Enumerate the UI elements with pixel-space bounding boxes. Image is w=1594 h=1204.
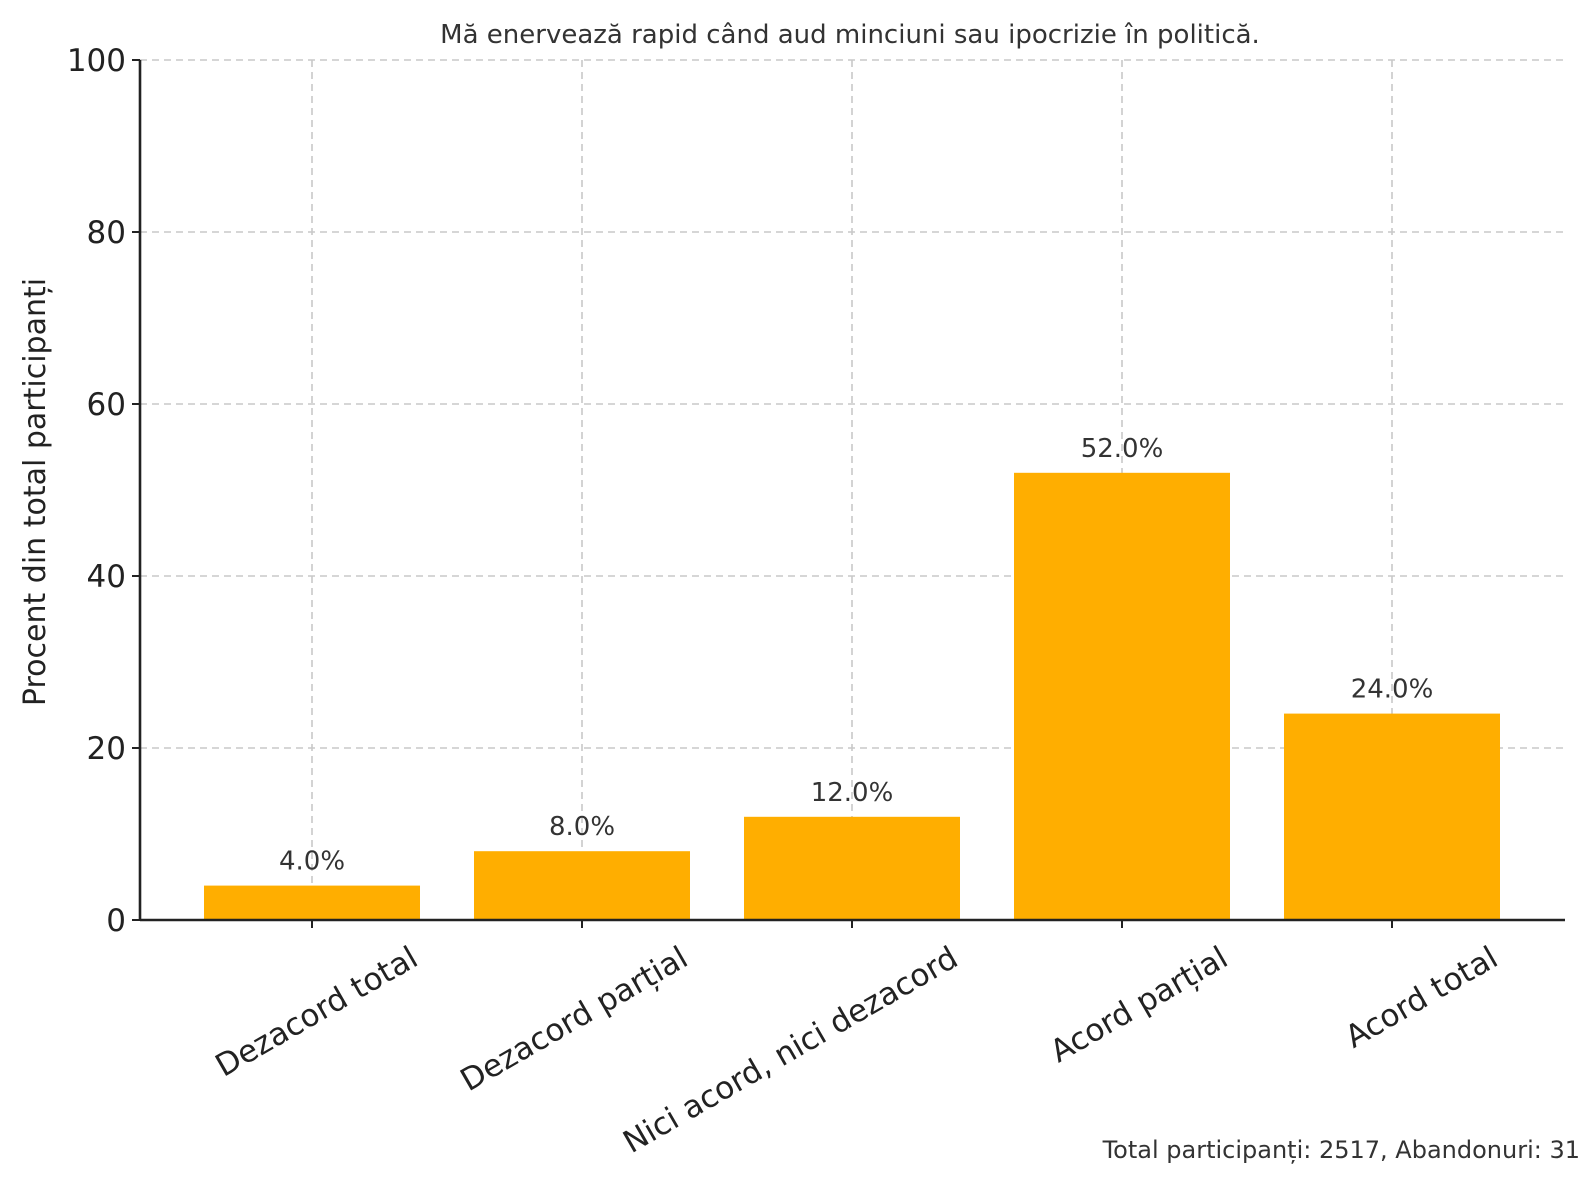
x-tick-label: Acord parțial bbox=[1044, 940, 1234, 1070]
y-tick-label: 0 bbox=[106, 903, 126, 939]
x-tick-label: Dezacord total bbox=[210, 940, 424, 1085]
bar bbox=[1284, 713, 1500, 920]
chart-title: Mă enervează rapid când aud minciuni sau… bbox=[440, 20, 1260, 50]
bar bbox=[1014, 472, 1230, 920]
y-tick-label: 100 bbox=[67, 43, 126, 79]
bar bbox=[204, 885, 420, 920]
data-labels: 4.0% 8.0% 12.0% 52.0% 24.0% bbox=[279, 434, 1433, 877]
bars bbox=[204, 472, 1500, 920]
bar-value-label: 24.0% bbox=[1351, 675, 1434, 705]
x-tick-label: Acord total bbox=[1339, 940, 1504, 1056]
grid bbox=[140, 59, 1565, 920]
axes: 0 20 40 60 80 100 Dezacord total Dezacord parți… bbox=[67, 43, 1565, 1161]
bar-value-label: 8.0% bbox=[549, 812, 615, 842]
bar bbox=[474, 851, 690, 920]
bar-value-label: 12.0% bbox=[811, 778, 894, 808]
y-tick-label: 40 bbox=[87, 559, 126, 595]
y-tick-label: 60 bbox=[87, 387, 126, 423]
y-axis-label: Procent din total participanți bbox=[18, 278, 53, 706]
y-tick-label: 80 bbox=[87, 215, 126, 251]
bar-value-label: 4.0% bbox=[279, 847, 345, 877]
footer-note: Total participanți: 2517, Abandonuri: 31 bbox=[1102, 1136, 1580, 1164]
bar bbox=[744, 816, 960, 920]
bar-value-label: 52.0% bbox=[1081, 434, 1164, 464]
y-tick-label: 20 bbox=[87, 731, 126, 767]
x-tick-label: Dezacord parțial bbox=[455, 940, 694, 1099]
